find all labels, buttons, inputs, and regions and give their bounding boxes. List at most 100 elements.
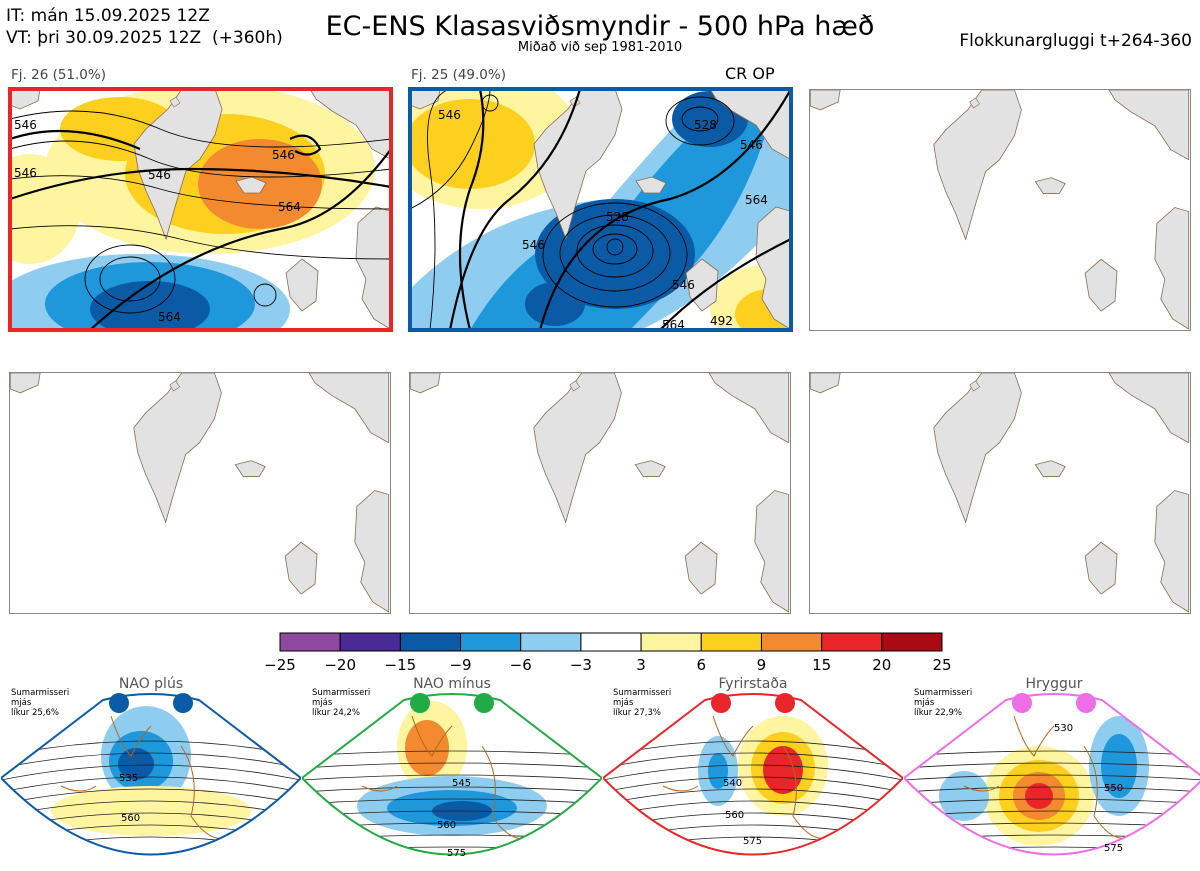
contour-label: 545 — [452, 778, 471, 789]
regime-info-line: Sumarmisseri — [613, 688, 672, 698]
height-contour — [904, 786, 1200, 793]
anomaly-region — [939, 771, 989, 821]
height-contour — [302, 750, 602, 757]
empty-map-panel — [809, 372, 1191, 614]
colorbar-tick-label: 3 — [636, 656, 646, 674]
colorbar-tick-label: −9 — [449, 656, 472, 674]
anomaly-region — [1101, 734, 1137, 798]
anomaly-region — [763, 746, 803, 794]
colorbar-segment — [760, 632, 823, 652]
height-contour — [603, 812, 903, 829]
regime-marker-dot — [1076, 693, 1096, 713]
contour-label: 546 — [672, 278, 695, 292]
regime-fan-map: 535 560 — [1, 693, 301, 856]
anomaly-positive-region — [10, 154, 80, 264]
height-contour — [302, 774, 602, 781]
anomaly-region — [51, 786, 251, 836]
cluster-2-frame — [408, 87, 793, 332]
regime-info-line: líkur 24,2% — [312, 708, 360, 718]
contour-label: 530 — [1054, 723, 1073, 734]
contour-label: 564 — [158, 310, 181, 324]
regime-fan-map: 540 560 575 — [603, 693, 903, 856]
regime-fan-map: 530 550 575 — [904, 693, 1200, 867]
regime-info: Sumarmisseri mjás líkur 27,3% — [613, 688, 671, 718]
colorbar-tick-label: 20 — [872, 656, 892, 674]
regime-fan-map: 545 560 575 — [302, 693, 602, 859]
regime-marker-dot — [173, 693, 193, 713]
regime-title: NAO mínus — [413, 676, 491, 692]
contour-label: 575 — [743, 836, 762, 847]
cluster-1-frame — [8, 87, 393, 332]
contour-label: 564 — [745, 193, 768, 207]
regime-info-line: mjás — [11, 698, 32, 708]
colorbar-segment — [279, 632, 341, 652]
regime-fan-outline — [302, 693, 602, 856]
colorbar-tick-label: −25 — [264, 656, 296, 674]
colorbar-tick-label: 9 — [756, 656, 767, 674]
contour-label: 546 — [272, 148, 295, 162]
height-contour — [1, 776, 301, 793]
contour-label: 560 — [725, 810, 744, 821]
contour-label: 492 — [710, 314, 733, 328]
height-contour — [904, 750, 1200, 757]
colorbar-segment — [881, 632, 943, 652]
colorbar-tick-label: −15 — [384, 656, 417, 674]
valid-time: VT: þri 30.09.2025 12Z (+360h) — [6, 28, 283, 48]
height-contour — [1, 764, 301, 781]
height-contour — [904, 774, 1200, 781]
anomaly-region — [1019, 857, 1049, 867]
contour-label: 560 — [437, 820, 456, 831]
contour-label: 546 — [438, 108, 461, 122]
colorbar-tick-label: −6 — [509, 656, 532, 674]
colorbar-segment — [399, 632, 462, 652]
contour-label: 528 — [606, 210, 629, 224]
regime-marker-dot — [775, 693, 795, 713]
regime-info-line: Sumarmisseri — [11, 688, 70, 698]
cluster-2-map: 528 528 546 546 564 546 546 564 492 — [410, 89, 791, 330]
height-contour — [302, 798, 602, 805]
colorbar-tick-label: 25 — [932, 656, 952, 674]
cluster-2-extra-label: CR OP — [725, 64, 775, 83]
regime-marker-dot — [410, 693, 430, 713]
contour-label: 546 — [14, 118, 37, 132]
colorbar-segment — [821, 632, 883, 652]
colorbar-segment — [520, 632, 582, 652]
empty-map-panel — [409, 372, 791, 614]
colorbar-tick-label: −20 — [324, 656, 356, 674]
regime-title: NAO plús — [118, 676, 184, 692]
contour-label: 564 — [662, 318, 685, 330]
anomaly-negative-region — [525, 282, 585, 326]
contour-label: 540 — [723, 778, 742, 789]
anomaly-region — [118, 748, 154, 780]
regime-marker-dot — [109, 693, 129, 713]
regime-info-line: mjás — [914, 698, 935, 708]
anomaly-region — [708, 753, 728, 789]
regime-info: Sumarmisseri mjás líkur 22,9% — [914, 688, 972, 718]
height-contour — [904, 798, 1200, 805]
height-contour — [603, 800, 903, 817]
page-subtitle: Miðað við sep 1981-2010 — [517, 40, 683, 55]
page-title: EC-ENS Klasasviðsmyndir - 500 hPa hæð — [325, 11, 875, 42]
contour-label: 546 — [740, 138, 763, 152]
init-time: IT: mán 15.09.2025 12Z — [6, 6, 210, 26]
regime-marker-dot — [711, 693, 731, 713]
regime-info-line: líkur 22,9% — [914, 708, 962, 718]
regime-info-line: líkur 25,6% — [11, 708, 59, 718]
contour-label: 550 — [1104, 783, 1123, 794]
classification-window: Flokkunargluggi t+264-360 — [959, 31, 1192, 51]
colorbar-tick-label: 15 — [812, 656, 832, 674]
height-contour — [1, 800, 301, 817]
height-contour — [1, 788, 301, 805]
contour-label: 575 — [1104, 843, 1123, 854]
contour-label: 564 — [278, 200, 301, 214]
contour-label: 528 — [694, 118, 717, 132]
height-contour — [603, 752, 903, 769]
contour-label: 546 — [148, 168, 171, 182]
contour-label: 575 — [447, 848, 466, 859]
height-contour — [1, 752, 301, 769]
colorbar-tick-label: −3 — [569, 656, 592, 674]
regime-info-line: Sumarmisseri — [312, 688, 371, 698]
height-contour — [904, 846, 1200, 853]
height-contour — [302, 786, 602, 793]
regime-info-line: mjás — [613, 698, 634, 708]
